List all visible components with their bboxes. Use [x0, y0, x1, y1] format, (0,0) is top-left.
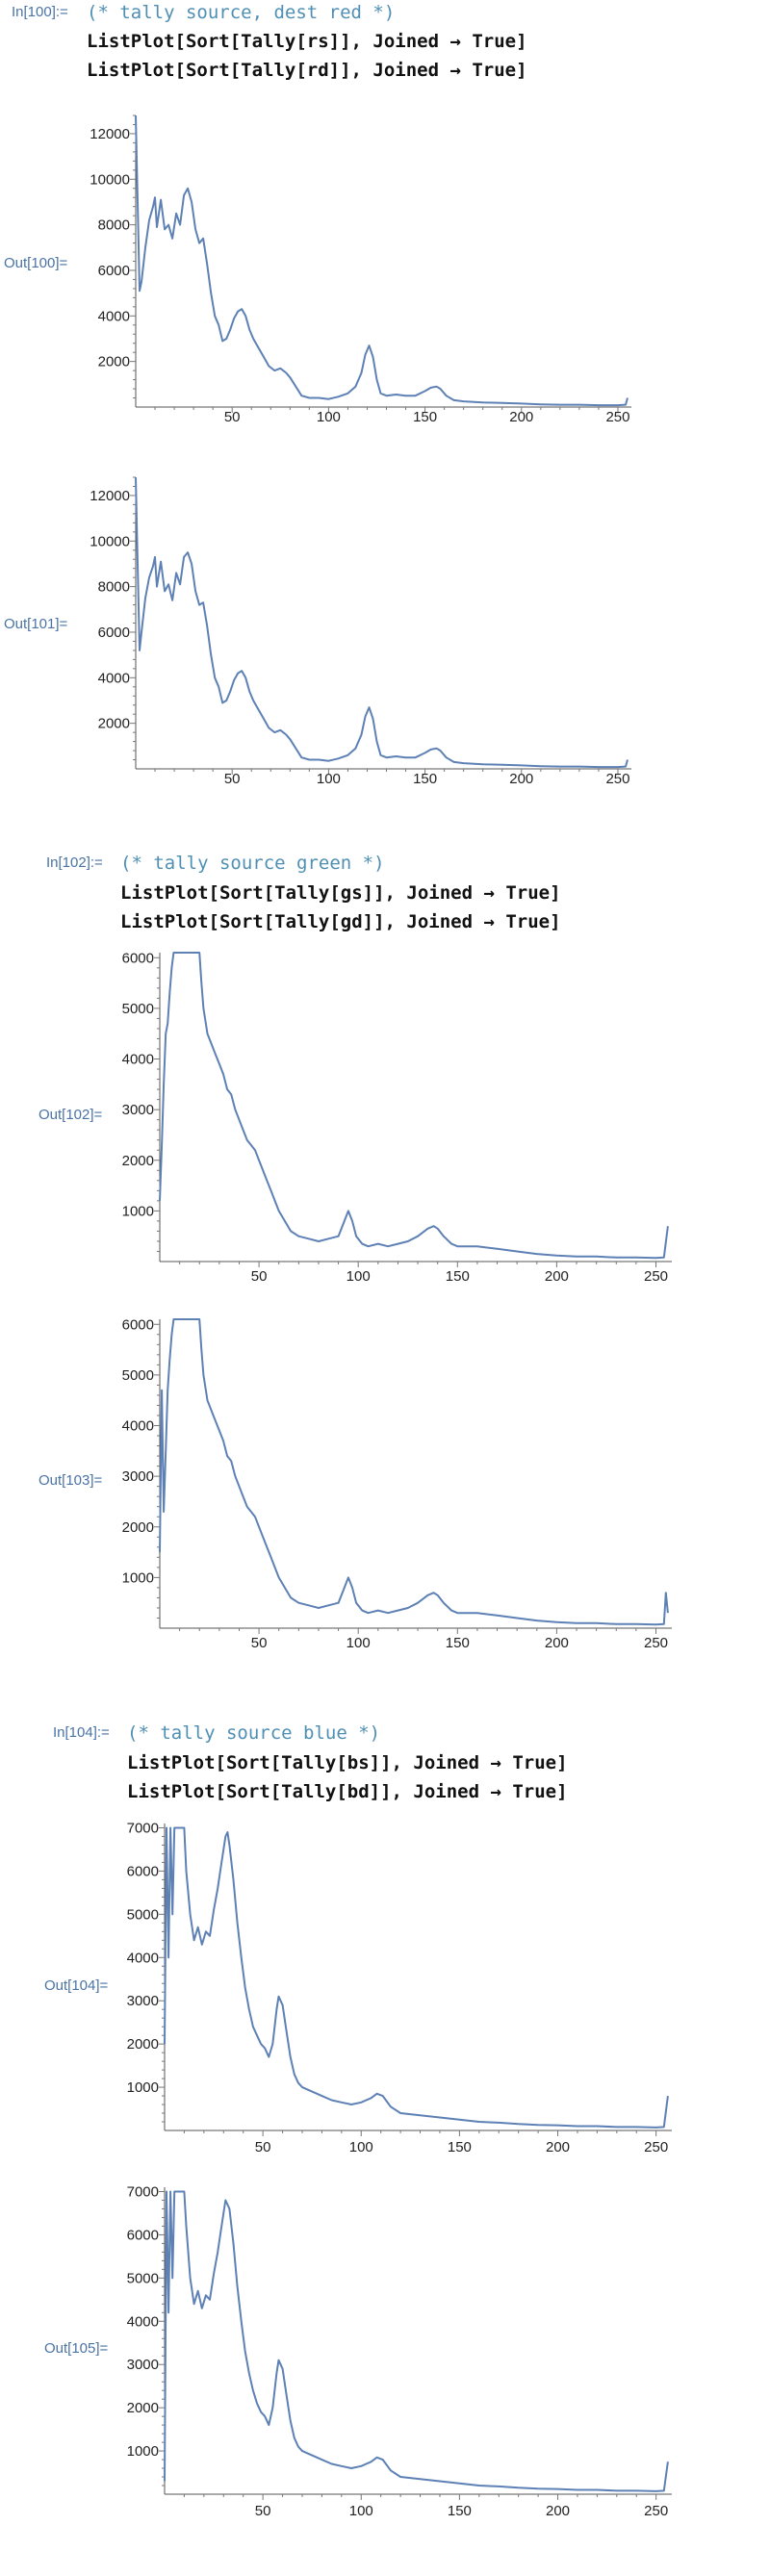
y-tick-label: 7000: [127, 2183, 159, 2200]
code-comment[interactable]: (* tally source blue *): [127, 1722, 381, 1744]
x-tick-label: 150: [446, 1268, 470, 1285]
series-line: [164, 2190, 669, 2492]
y-tick-label: 2000: [122, 1153, 154, 1169]
y-tick-label: 3000: [127, 2357, 159, 2373]
y-tick-label: 4000: [127, 2313, 159, 2330]
y-tick-label: 6000: [127, 1863, 159, 1879]
x-tick-label: 100: [349, 2503, 373, 2519]
y-tick-label: 4000: [98, 308, 130, 324]
x-tick-label: 150: [448, 2503, 472, 2519]
y-tick-label: 5000: [127, 1906, 159, 1923]
y-tick-label: 6000: [122, 1316, 154, 1333]
out-label: Out[101]=: [4, 616, 68, 632]
y-tick-label: 4000: [127, 1950, 159, 1966]
y-tick-label: 4000: [98, 670, 130, 686]
x-tick-label: 50: [251, 1635, 268, 1651]
y-tick-label: 2000: [98, 354, 130, 370]
x-tick-label: 250: [605, 771, 629, 787]
x-tick-label: 200: [546, 2139, 570, 2155]
x-tick-label: 50: [224, 409, 241, 425]
out-label: Out[102]=: [38, 1107, 103, 1123]
series-line: [135, 476, 629, 769]
code-line[interactable]: ListPlot[Sort[Tally[rd]], Joined → True]: [87, 60, 527, 81]
x-tick-label: 200: [509, 409, 533, 425]
x-tick-label: 200: [546, 2503, 570, 2519]
x-tick-label: 250: [605, 409, 629, 425]
series-line: [159, 952, 669, 1260]
line-plot[interactable]: 50 100 150 200 250 1000 2000 3000 4000 5000 6000: [122, 1314, 679, 1651]
y-tick-label: 1000: [122, 1569, 154, 1586]
x-tick-label: 100: [349, 2139, 373, 2155]
y-tick-label: 12000: [90, 126, 130, 142]
x-tick-label: 50: [251, 1268, 268, 1285]
x-tick-label: 100: [317, 771, 341, 787]
y-tick-label: 3000: [122, 1468, 154, 1485]
y-tick-label: 7000: [127, 1820, 159, 1836]
x-tick-label: 50: [255, 2139, 271, 2155]
y-tick-label: 10000: [90, 171, 130, 188]
y-tick-label: 4000: [122, 1418, 154, 1435]
in-label: In[104]:=: [53, 1724, 110, 1741]
code-line[interactable]: ListPlot[Sort[Tally[bd]], Joined → True]: [127, 1781, 568, 1802]
code-line[interactable]: ListPlot[Sort[Tally[bs]], Joined → True]: [127, 1752, 568, 1773]
x-tick-label: 150: [413, 409, 437, 425]
x-tick-label: 100: [346, 1635, 371, 1651]
y-tick-label: 2000: [98, 716, 130, 732]
x-tick-label: 150: [448, 2139, 472, 2155]
y-tick-label: 5000: [122, 1367, 154, 1384]
out-label: Out[104]=: [44, 1977, 109, 1994]
x-tick-label: 100: [346, 1268, 371, 1285]
in-label: In[100]:=: [12, 4, 68, 20]
y-tick-label: 2000: [127, 2036, 159, 2053]
y-tick-label: 2000: [122, 1519, 154, 1536]
y-tick-label: 8000: [98, 217, 130, 234]
out-label: Out[103]=: [38, 1472, 103, 1489]
code-line[interactable]: ListPlot[Sort[Tally[rs]], Joined → True]: [87, 31, 527, 52]
x-tick-label: 200: [545, 1268, 569, 1285]
x-tick-label: 200: [545, 1635, 569, 1651]
y-tick-label: 3000: [122, 1102, 154, 1118]
line-plot[interactable]: 50 100 150 200 250 1000 2000 3000 4000 5000 6000 70…: [127, 2182, 683, 2519]
y-tick-label: 6000: [127, 2227, 159, 2243]
y-tick-label: 10000: [90, 533, 130, 549]
series-line: [159, 1318, 669, 1626]
y-tick-label: 1000: [127, 2443, 159, 2460]
code-line[interactable]: ListPlot[Sort[Tally[gd]], Joined → True]: [120, 911, 561, 932]
y-tick-label: 8000: [98, 579, 130, 596]
y-tick-label: 6000: [98, 625, 130, 641]
code-comment[interactable]: (* tally source, dest red *): [87, 2, 396, 23]
out-label: Out[105]=: [44, 2340, 109, 2357]
code-comment[interactable]: (* tally source green *): [120, 853, 385, 874]
x-tick-label: 100: [317, 409, 341, 425]
code-line[interactable]: ListPlot[Sort[Tally[gs]], Joined → True]: [120, 882, 561, 904]
y-tick-label: 1000: [127, 2079, 159, 2096]
line-plot[interactable]: 50 100 150 200 250 1000 2000 3000 4000 5000 6000: [122, 948, 679, 1285]
y-tick-label: 6000: [122, 950, 154, 966]
y-tick-label: 5000: [122, 1001, 154, 1017]
out-label: Out[100]=: [4, 255, 68, 271]
x-tick-label: 250: [644, 2139, 668, 2155]
y-tick-label: 6000: [98, 263, 130, 279]
x-tick-label: 150: [413, 771, 437, 787]
y-tick-label: 2000: [127, 2400, 159, 2416]
series-line: [164, 1826, 669, 2129]
series-line: [135, 115, 629, 407]
x-tick-label: 250: [644, 2503, 668, 2519]
x-tick-label: 250: [644, 1635, 668, 1651]
line-plot[interactable]: 50 100 150 200 250 2000 4000 6000 8000 10000 12000: [90, 108, 635, 435]
x-tick-label: 200: [509, 771, 533, 787]
in-label: In[102]:=: [46, 854, 103, 871]
y-tick-label: 4000: [122, 1052, 154, 1068]
line-plot[interactable]: 50 100 150 200 250 2000 4000 6000 8000 10000 12000: [90, 470, 635, 797]
x-tick-label: 50: [255, 2503, 271, 2519]
x-tick-label: 250: [644, 1268, 668, 1285]
line-plot[interactable]: 50 100 150 200 250 1000 2000 3000 4000 5000 6000 70…: [127, 1819, 683, 2155]
y-tick-label: 1000: [122, 1203, 154, 1219]
x-tick-label: 150: [446, 1635, 470, 1651]
x-tick-label: 50: [224, 771, 241, 787]
y-tick-label: 12000: [90, 488, 130, 504]
y-tick-label: 3000: [127, 1993, 159, 2009]
y-tick-label: 5000: [127, 2270, 159, 2286]
